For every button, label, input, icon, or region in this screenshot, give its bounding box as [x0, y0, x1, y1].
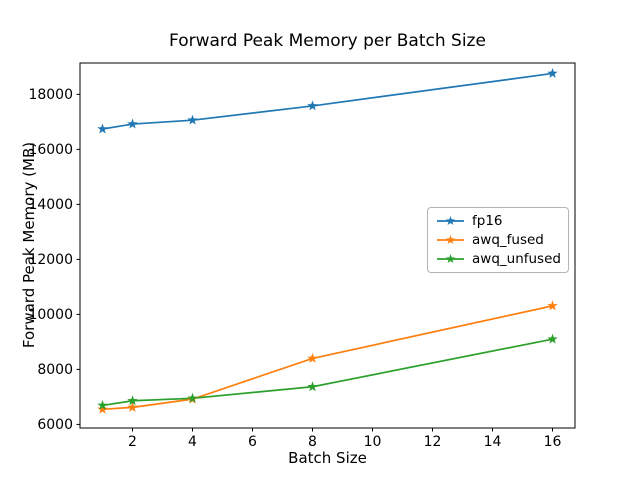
x-tick-label: 6 [248, 434, 257, 450]
marker-awq_unfused-batch-16 [547, 333, 558, 344]
legend-line-sample-fp16 [437, 216, 464, 226]
chart-title: Forward Peak Memory per Batch Size [169, 31, 486, 51]
marker-fp16-batch-8 [307, 100, 318, 111]
x-tick-label: 12 [424, 434, 442, 450]
legend-line-sample-awq-unfused [437, 254, 464, 264]
legend-label-awq-unfused: awq_unfused [472, 251, 561, 267]
legend-entry-awq-unfused: awq_unfused [437, 251, 561, 267]
y-tick-label: 12000 [28, 252, 73, 268]
x-tick-label: 10 [364, 434, 382, 450]
legend-entry-awq-fused: awq_fused [437, 232, 559, 248]
legend-sample-star-icon [445, 254, 456, 264]
legend-sample-star-icon [445, 235, 456, 245]
series-line-awq_unfused [102, 338, 553, 407]
x-tick-label: 16 [544, 434, 562, 450]
marker-awq_fused-batch-8 [307, 352, 318, 363]
legend-label-awq-fused: awq_fused [472, 232, 544, 248]
marker-awq_unfused-batch-2 [127, 395, 138, 406]
marker-awq_fused-batch-2 [127, 401, 138, 412]
marker-fp16-batch-1 [97, 123, 108, 134]
series-line-fp16 [102, 72, 553, 130]
x-tick-label: 8 [308, 434, 317, 450]
legend: fp16 awq_fused awq_unfused [427, 207, 569, 273]
series-markers [97, 67, 558, 414]
marker-awq_unfused-batch-1 [97, 399, 108, 410]
plot-spines [79, 62, 576, 429]
marker-awq_fused-batch-16 [547, 300, 558, 311]
legend-label-fp16: fp16 [472, 213, 503, 229]
y-tick-label: 10000 [28, 307, 73, 323]
legend-sample-star-icon [445, 216, 456, 226]
x-tick-label: 2 [128, 434, 137, 450]
legend-line-sample-awq-fused [437, 235, 464, 245]
marker-awq_fused-batch-1 [97, 403, 108, 414]
marker-awq_unfused-batch-8 [307, 381, 318, 392]
marker-fp16-batch-4 [187, 114, 198, 125]
y-tick-label: 6000 [37, 417, 73, 433]
axis-ticks: 6000 8000 10000 12000 14000 16000 18000 2 4 6 8 10 1… [28, 87, 561, 450]
y-tick-label: 8000 [37, 362, 73, 378]
y-tick-label: 14000 [28, 197, 73, 213]
y-tick-label: 18000 [28, 87, 73, 103]
x-tick-label: 4 [188, 434, 197, 450]
series-line-awq_fused [102, 305, 553, 411]
x-axis-label: Batch Size [288, 449, 367, 467]
y-axis-label: Forward Peak Memory (MB) [20, 141, 38, 349]
y-tick-label: 16000 [28, 142, 73, 158]
legend-entry-fp16: fp16 [437, 213, 559, 229]
marker-awq_unfused-batch-4 [187, 392, 198, 403]
plot-border [79, 62, 576, 429]
x-tick-label: 14 [484, 434, 502, 450]
marker-fp16-batch-2 [127, 118, 138, 129]
marker-fp16-batch-16 [547, 67, 558, 78]
